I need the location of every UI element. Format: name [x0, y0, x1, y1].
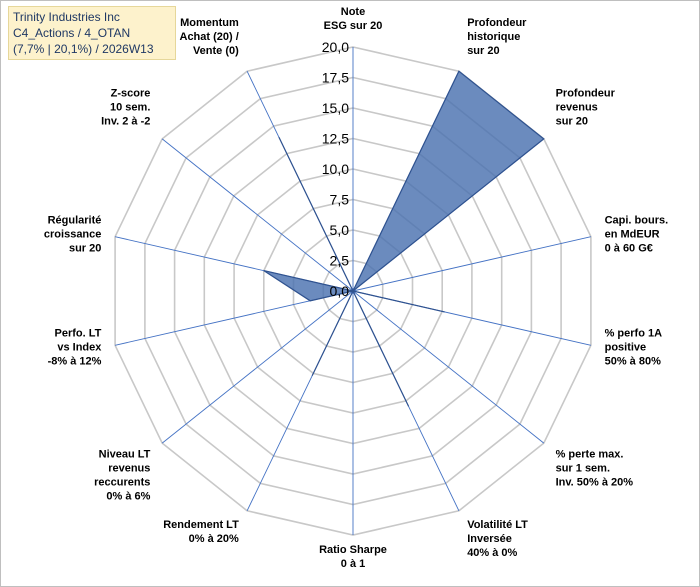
- scale-tick-label: 2,5: [330, 253, 350, 269]
- axis-label-line: reccurents: [94, 476, 150, 488]
- axis-spoke: [352, 236, 592, 292]
- axis-label: Volatilité LT Inversée 40% à 0%: [467, 519, 528, 559]
- axis-label-line: 40% à 0%: [467, 547, 517, 559]
- axis-label-line: sur 20: [467, 45, 499, 57]
- axis-label: Note ESG sur 20: [324, 6, 383, 32]
- axis-label: Momentum Achat (20) / Vente (0): [180, 17, 240, 57]
- data-area: [263, 70, 545, 407]
- axis-label-line: 0% à 20%: [189, 533, 239, 545]
- axis-label-line: Profondeur: [556, 88, 616, 100]
- axis-label-line: Z-score: [111, 88, 151, 100]
- scale-tick-label: 15,0: [322, 100, 349, 116]
- scale-tick-label: 17,5: [322, 70, 349, 86]
- axis-label-line: Inversée: [467, 533, 512, 545]
- axis-label-line: Capi. bours.: [605, 215, 669, 227]
- title-company: Trinity Industries Inc: [13, 10, 120, 24]
- axis-label-line: Volatilité LT: [467, 519, 528, 531]
- axis-label: % perte max. sur 1 sem. Inv. 50% à 20%: [556, 448, 634, 488]
- axis-label: % perfo 1A positive 50% à 80%: [605, 328, 663, 368]
- title-period: (7,7% | 20,1%) / 2026W13: [13, 42, 154, 56]
- axis-label: Z-score 10 sem. Inv. 2 à -2: [101, 88, 150, 128]
- axis-label-line: Momentum: [180, 17, 239, 29]
- axis-label-line: Régularité: [48, 215, 102, 227]
- axis-label: Niveau LT revenus reccurents 0% à 6%: [94, 448, 151, 502]
- chart-title-box: Trinity Industries Inc C4_Actions / 4_OT…: [8, 6, 176, 60]
- scale-tick-label: 20,0: [322, 39, 349, 55]
- axis-label-line: 0 à 1: [341, 558, 365, 570]
- title-category: C4_Actions / 4_OTAN: [13, 26, 131, 40]
- axis-label-line: croissance: [44, 229, 101, 241]
- axis-label-line: historique: [467, 31, 520, 43]
- axis-label-line: 0% à 6%: [106, 490, 150, 502]
- axis-label-line: sur 1 sem.: [556, 462, 610, 474]
- axis-label-line: vs Index: [57, 342, 102, 354]
- axis-label-line: 10 sem.: [110, 102, 150, 114]
- axis-label-line: ESG sur 20: [324, 20, 383, 32]
- axis-spoke: [161, 290, 354, 444]
- axis-label-line: Perfo. LT: [55, 328, 102, 340]
- axis-label-line: positive: [605, 342, 647, 354]
- axis-label-line: Inv. 50% à 20%: [556, 476, 634, 488]
- axis-label-line: Profondeur: [467, 17, 527, 29]
- axis-label-line: Vente (0): [193, 45, 239, 57]
- axis-label-line: Note: [341, 6, 365, 18]
- axis-label-line: Niveau LT: [99, 448, 151, 460]
- axis-label-line: sur 20: [69, 243, 101, 255]
- scale-ticks: 0,0 2,5 5,0 7,5 10,0 12,5 15,0 17,5 20,0: [322, 39, 349, 299]
- axis-label: Rendement LT 0% à 20%: [163, 519, 239, 545]
- scale-tick-label: 7,5: [330, 192, 350, 208]
- axis-label-line: Ratio Sharpe: [319, 544, 387, 556]
- axis-label-line: 0 à 60 G€: [605, 243, 653, 255]
- axis-label-line: % perfo 1A: [605, 328, 663, 340]
- scale-tick-label: 5,0: [330, 222, 350, 238]
- axis-label-line: -8% à 12%: [48, 356, 102, 368]
- axis-label: Ratio Sharpe 0 à 1: [319, 544, 387, 570]
- axis-label: Profondeur revenus sur 20: [556, 88, 616, 128]
- axis-label-line: en MdEUR: [605, 229, 660, 241]
- scale-tick-label: 12,5: [322, 131, 349, 147]
- scale-tick-label: 0,0: [330, 283, 350, 299]
- axis-label-line: Rendement LT: [163, 519, 239, 531]
- axis-label-line: sur 20: [556, 116, 588, 128]
- axis-label: Profondeur historique sur 20: [467, 17, 527, 57]
- axis-spoke: [352, 290, 545, 444]
- scale-tick-label: 10,0: [322, 161, 349, 177]
- axis-label: Perfo. LT vs Index -8% à 12%: [48, 328, 103, 368]
- axis-spoke: [161, 138, 354, 292]
- axis-label-line: revenus: [556, 102, 598, 114]
- axis-label-line: Achat (20) /: [180, 31, 239, 43]
- axis-label: Régularité croissance sur 20: [44, 215, 101, 255]
- axis-label-line: Inv. 2 à -2: [101, 116, 150, 128]
- axis-label: Capi. bours. en MdEUR 0 à 60 G€: [605, 215, 669, 255]
- axis-label-line: % perte max.: [556, 448, 624, 460]
- axis-label-line: 50% à 80%: [605, 356, 661, 368]
- axis-label-line: revenus: [108, 462, 150, 474]
- axis-labels: Note ESG sur 20 Profondeur historique sur 20…: [44, 6, 668, 570]
